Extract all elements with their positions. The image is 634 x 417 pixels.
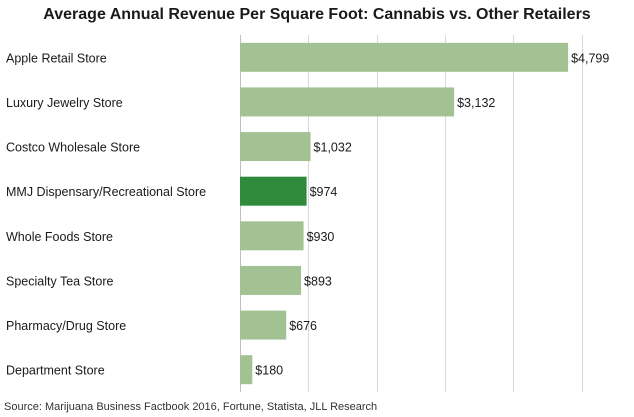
data-label: $3,132 — [457, 96, 495, 110]
bar — [240, 42, 569, 72]
category-label: MMJ Dispensary/Recreational Store — [6, 185, 206, 199]
category-label: Pharmacy/Drug Store — [6, 319, 126, 333]
data-label: $676 — [289, 319, 317, 333]
category-label: Specialty Tea Store — [6, 274, 114, 288]
data-label: $893 — [304, 274, 332, 288]
category-label: Costco Wholesale Store — [6, 141, 140, 155]
data-label: $930 — [307, 230, 335, 244]
chart-source: Source: Marijuana Business Factbook 2016… — [4, 401, 378, 413]
category-label: Whole Foods Store — [6, 230, 113, 244]
data-label: $1,032 — [314, 141, 352, 155]
chart-title: Average Annual Revenue Per Square Foot: … — [43, 6, 591, 23]
bar — [240, 87, 455, 117]
bar — [240, 176, 307, 206]
data-label: $4,799 — [571, 51, 609, 65]
category-label: Luxury Jewelry Store — [6, 96, 123, 110]
bar — [240, 132, 311, 162]
bar — [240, 310, 287, 340]
category-label: Apple Retail Store — [6, 51, 107, 65]
bar — [240, 355, 253, 385]
bar — [240, 265, 302, 295]
bar — [240, 221, 304, 251]
data-label: $180 — [255, 364, 283, 378]
bar-chart-plot: Apple Retail Store $4,799 Luxury Jewelry S… — [6, 35, 609, 392]
data-label: $974 — [310, 185, 338, 199]
category-label: Department Store — [6, 364, 105, 378]
